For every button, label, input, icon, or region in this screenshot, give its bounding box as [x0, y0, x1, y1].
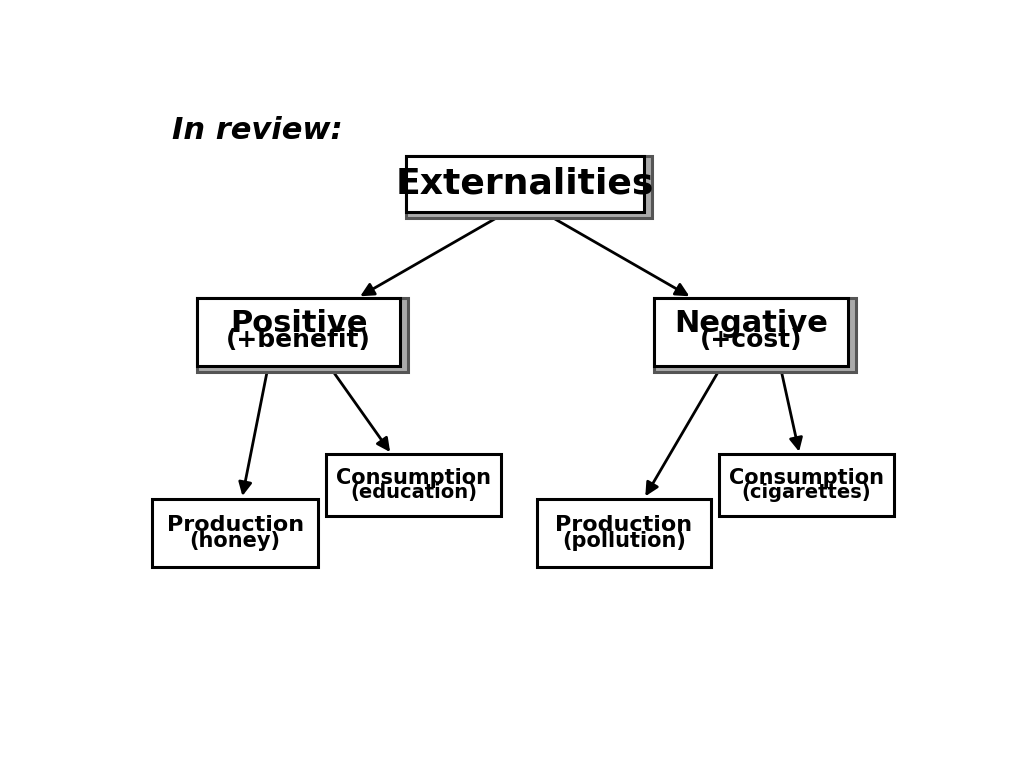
Text: (+benefit): (+benefit)	[226, 328, 371, 352]
Text: (education): (education)	[350, 483, 477, 502]
Bar	[198, 298, 408, 372]
Bar	[406, 156, 644, 212]
Bar	[653, 298, 848, 366]
Text: (honey): (honey)	[189, 531, 281, 551]
Text: (pollution): (pollution)	[562, 531, 686, 551]
Bar	[406, 156, 651, 218]
Text: Externalities: Externalities	[395, 167, 654, 200]
Bar	[653, 298, 856, 372]
Text: In review:: In review:	[172, 116, 342, 145]
Text: Negative: Negative	[674, 309, 828, 338]
Text: Positive: Positive	[229, 309, 368, 338]
Text: Consumption: Consumption	[336, 468, 492, 488]
Bar	[327, 455, 501, 516]
Bar	[198, 298, 399, 366]
Bar	[719, 455, 894, 516]
Bar	[152, 498, 318, 567]
Text: Production: Production	[555, 515, 692, 535]
Text: (+cost): (+cost)	[699, 328, 802, 352]
Bar	[537, 498, 712, 567]
Text: Production: Production	[167, 515, 304, 535]
Text: (cigarettes): (cigarettes)	[741, 483, 871, 502]
Text: Consumption: Consumption	[729, 468, 884, 488]
